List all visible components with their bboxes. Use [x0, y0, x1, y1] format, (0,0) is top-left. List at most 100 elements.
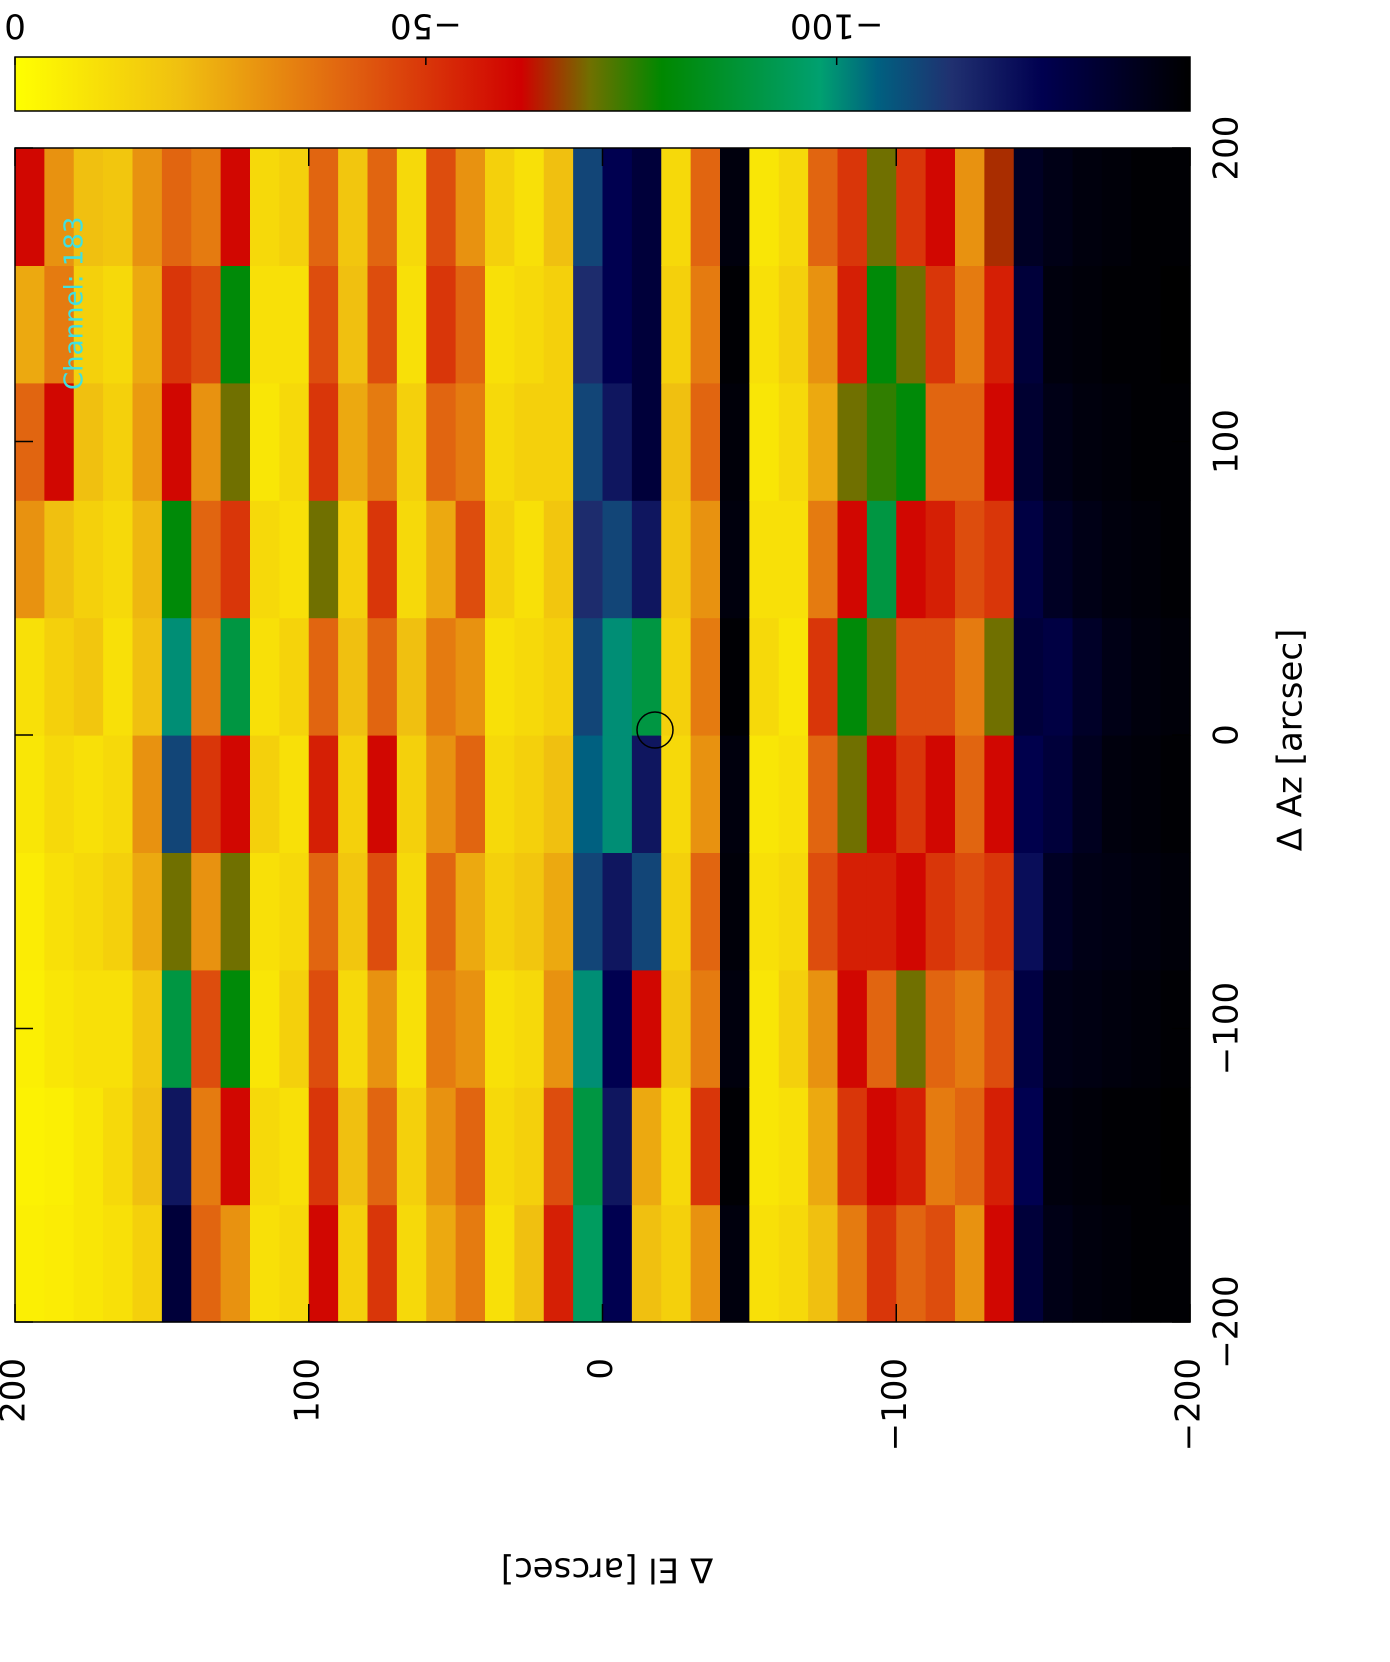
heatmap-cell: [1131, 1087, 1162, 1206]
heatmap-cell: [720, 852, 750, 971]
heatmap-cell: [808, 969, 839, 1088]
heatmap-cell: [132, 500, 163, 619]
heatmap-cell: [308, 1087, 339, 1206]
heatmap-cell: [455, 500, 486, 619]
y-axis-label: Δ El [arcsec]: [501, 1550, 713, 1590]
heatmap-cell: [44, 617, 75, 736]
heatmap-cell: [690, 1204, 721, 1323]
heatmap-cell: [485, 265, 515, 384]
heatmap-cell: [485, 1204, 515, 1323]
heatmap-cell: [132, 1204, 163, 1323]
heatmap-cell: [808, 148, 839, 266]
heatmap-cell: [749, 1087, 780, 1206]
heatmap-cell: [631, 852, 662, 971]
heatmap-cell: [1131, 617, 1162, 736]
heatmap-cell: [720, 1204, 750, 1323]
heatmap-cell: [602, 148, 633, 266]
heatmap-cell: [749, 382, 780, 501]
heatmap-cell: [514, 148, 545, 266]
heatmap-cell: [250, 265, 280, 384]
heatmap-cell: [866, 265, 897, 384]
heatmap-cell: [485, 148, 515, 266]
heatmap-cell: [808, 852, 839, 971]
heatmap-cell: [367, 382, 398, 501]
heatmap-cell: [1101, 148, 1132, 266]
heatmap-cell: [455, 1087, 486, 1206]
heatmap-cell: [778, 148, 809, 266]
heatmap-cell: [250, 500, 280, 619]
heatmap-cell: [573, 148, 604, 266]
heatmap-cell: [279, 969, 310, 1088]
heatmap-cell: [455, 852, 486, 971]
heatmap-cell: [602, 382, 633, 501]
heatmap-cell: [837, 969, 868, 1088]
heatmap-cell: [984, 500, 1015, 619]
heatmap-cell: [1072, 1087, 1103, 1206]
heatmap-cell: [896, 617, 927, 736]
heatmap-cell: [925, 852, 956, 971]
heatmap-cell: [250, 852, 280, 971]
heatmap-cell: [220, 1204, 251, 1323]
heatmap-cell: [955, 852, 985, 971]
heatmap-cell: [896, 500, 927, 619]
heatmap-cell: [720, 500, 750, 619]
heatmap-cell: [984, 852, 1015, 971]
heatmap-cell: [132, 852, 163, 971]
heatmap-cell: [367, 265, 398, 384]
heatmap-cell: [1013, 969, 1044, 1088]
heatmap-cell: [661, 1204, 692, 1323]
heatmap-cell: [485, 735, 515, 853]
colorbar-tick-label: 0: [4, 6, 26, 46]
heatmap-cell: [455, 382, 486, 501]
heatmap-cell: [485, 500, 515, 619]
heatmap-cell: [1043, 735, 1074, 853]
heatmap-cell: [103, 148, 134, 266]
heatmap-cells: [15, 148, 1191, 1323]
heatmap-cell: [837, 617, 868, 736]
heatmap-cell: [602, 1204, 633, 1323]
heatmap-cell: [1072, 500, 1103, 619]
heatmap-cell: [279, 1204, 310, 1323]
heatmap-cell: [837, 1204, 868, 1323]
heatmap-cell: [279, 382, 310, 501]
heatmap-cell: [602, 852, 633, 971]
heatmap-cell: [161, 500, 192, 619]
heatmap-cell: [44, 1204, 75, 1323]
heatmap-cell: [426, 852, 457, 971]
heatmap-cell: [1072, 1204, 1103, 1323]
heatmap-cell: [984, 617, 1015, 736]
heatmap-cell: [573, 617, 604, 736]
heatmap-cell: [308, 969, 339, 1088]
heatmap-cell: [514, 969, 545, 1088]
heatmap-cell: [73, 735, 104, 853]
heatmap-cell: [1013, 1087, 1044, 1206]
heatmap-cell: [1072, 265, 1103, 384]
heatmap-cell: [308, 735, 339, 853]
heatmap-cell: [925, 148, 956, 266]
heatmap-cell: [103, 735, 134, 853]
heatmap-cell: [308, 1204, 339, 1323]
heatmap-cell: [808, 1087, 839, 1206]
heatmap-cell: [778, 852, 809, 971]
heatmap-cell: [308, 500, 339, 619]
beam-marker: [636, 711, 674, 749]
heatmap-cell: [1131, 148, 1162, 266]
heatmap-cell: [1013, 382, 1044, 501]
heatmap-cell: [631, 1204, 662, 1323]
heatmap-cell: [191, 500, 222, 619]
heatmap-cell: [426, 382, 457, 501]
heatmap-cell: [661, 265, 692, 384]
heatmap-cell: [543, 852, 574, 971]
heatmap-cell: [955, 265, 985, 384]
heatmap-cell: [896, 148, 927, 266]
heatmap-cell: [191, 852, 222, 971]
heatmap-cell: [220, 500, 251, 619]
heatmap-cell: [250, 969, 280, 1088]
heatmap-cell: [338, 735, 369, 853]
heatmap-cell: [896, 735, 927, 853]
heatmap-cell: [573, 265, 604, 384]
heatmap-cell: [543, 1204, 574, 1323]
heatmap-cell: [778, 617, 809, 736]
heatmap-cell: [1101, 1087, 1132, 1206]
heatmap-cell: [161, 969, 192, 1088]
